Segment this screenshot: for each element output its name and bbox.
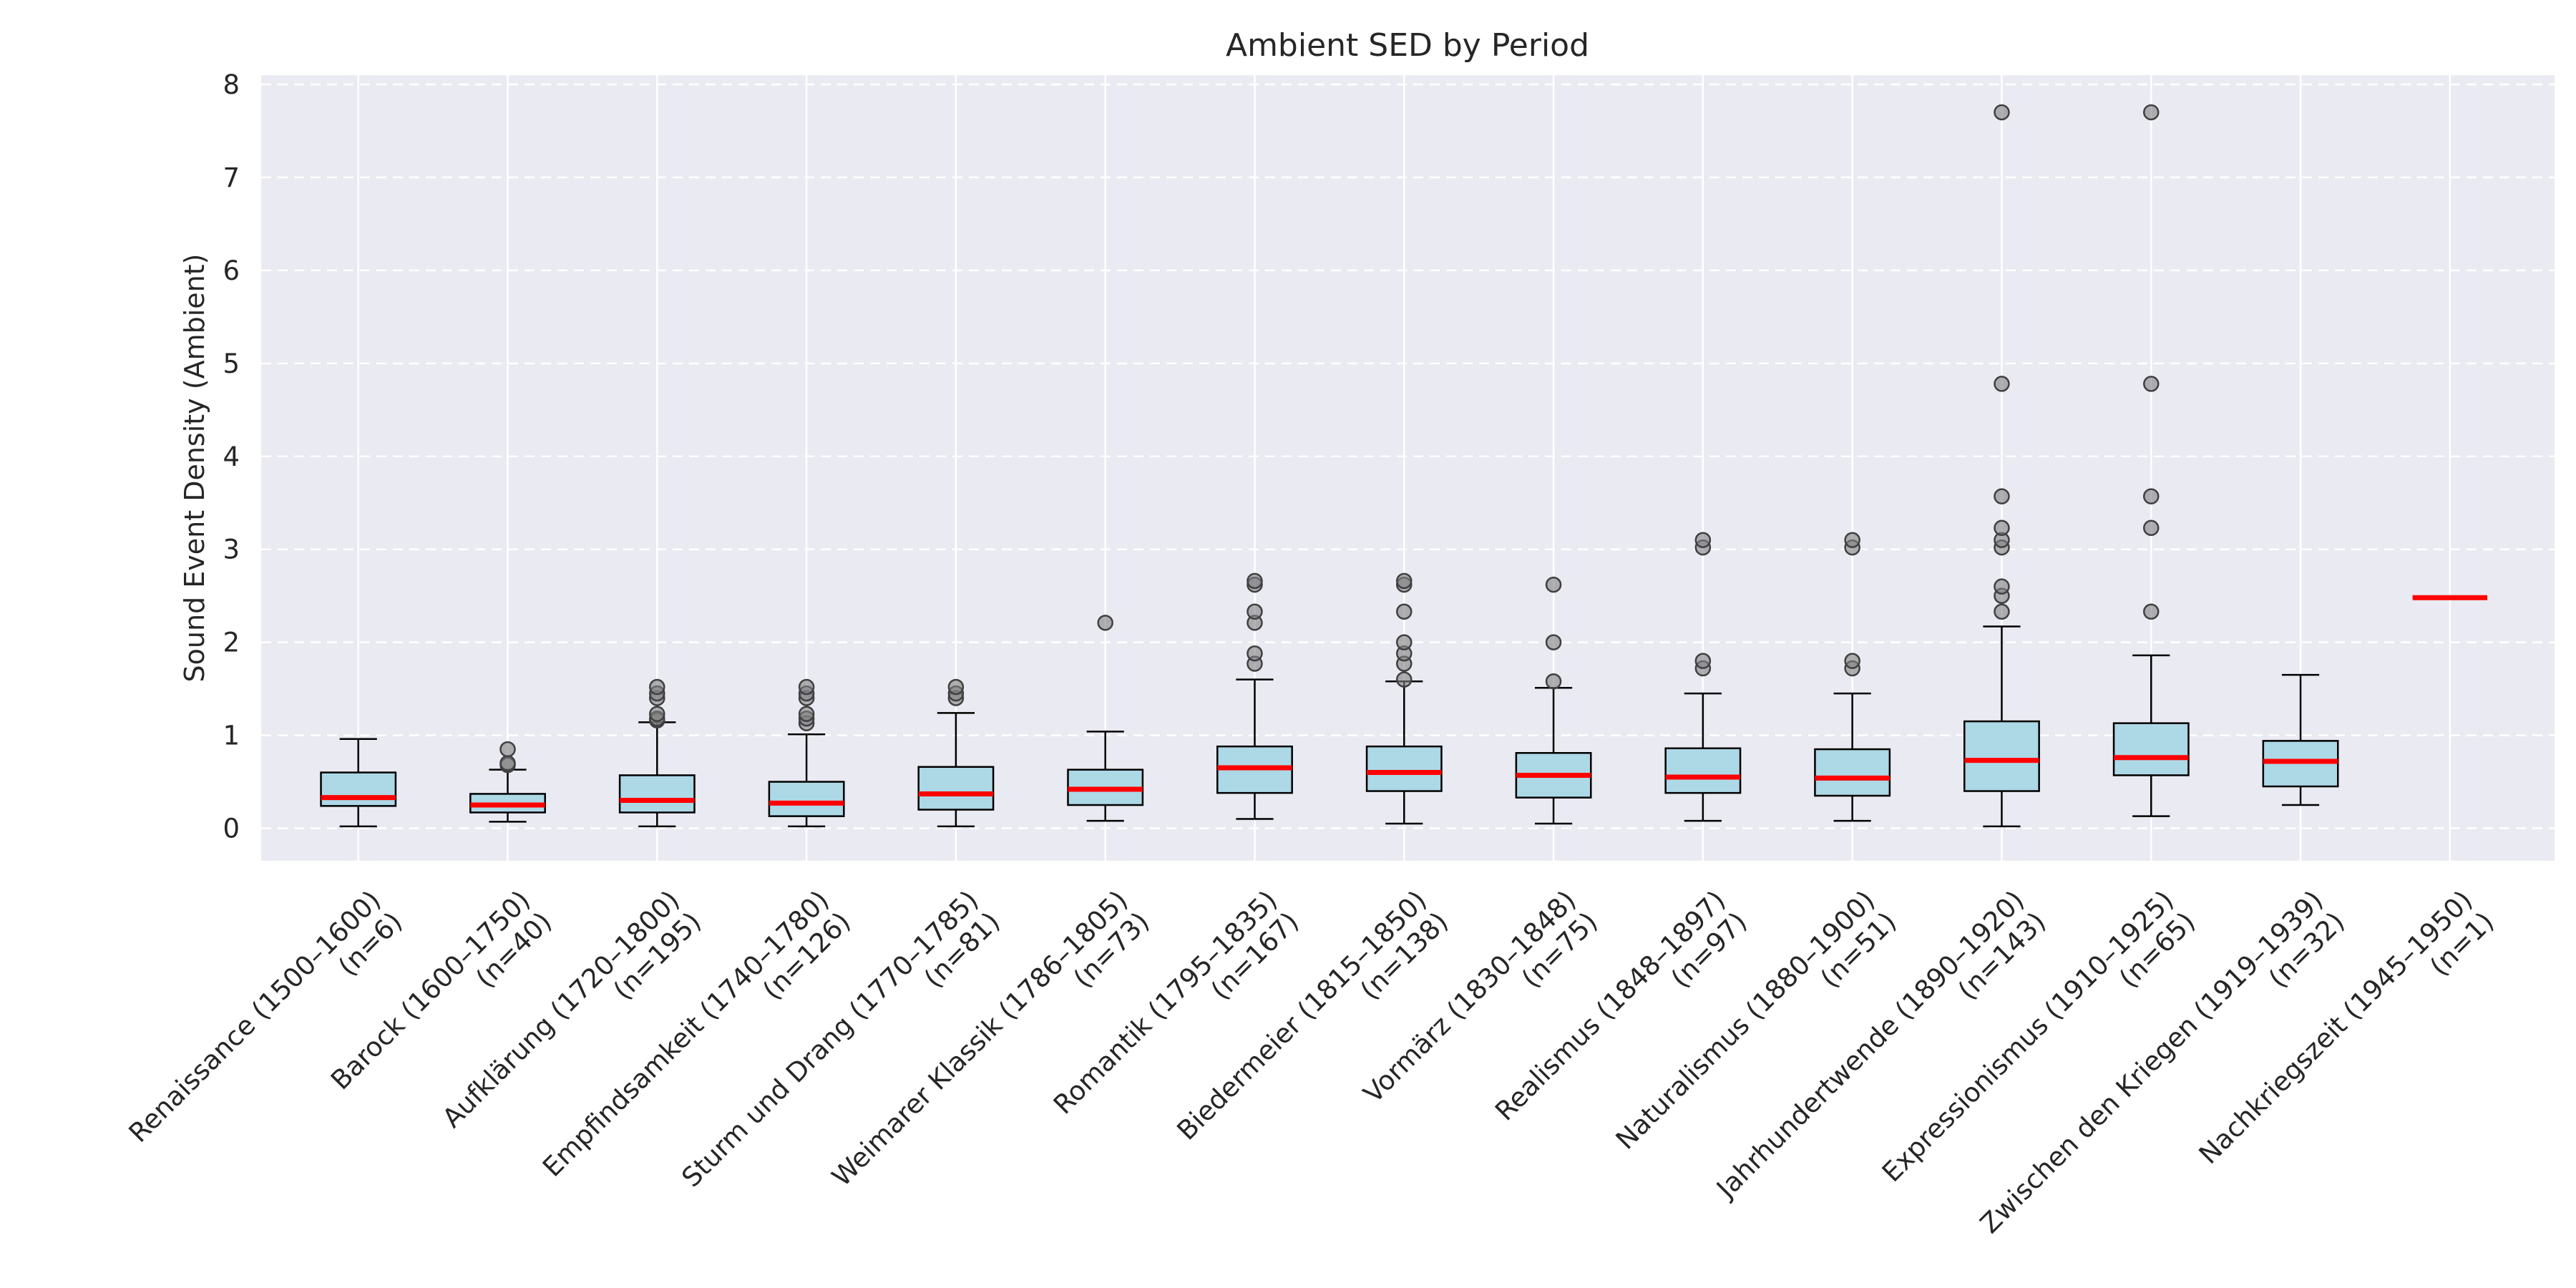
outlier-point — [1994, 376, 2010, 392]
outlier-point — [1694, 653, 1712, 669]
y-axis-ticks: 0 1 2 3 4 5 6 7 8 — [223, 69, 240, 844]
outlier-point — [499, 755, 516, 771]
outlier-point — [2143, 603, 2160, 620]
outlier-point — [1994, 603, 2010, 620]
y-tick-label: 0 — [223, 814, 240, 844]
box-group — [469, 741, 546, 823]
outlier-point — [798, 678, 815, 696]
outlier-point — [798, 706, 815, 722]
iqr-box — [1814, 748, 1891, 797]
chart-title: Ambient SED by Period — [1226, 27, 1589, 64]
outlier-point — [1246, 603, 1263, 620]
outlier-point — [1396, 603, 1413, 620]
box-group — [768, 678, 845, 828]
box-group — [1814, 532, 1891, 822]
y-tick-label: 3 — [223, 535, 240, 565]
outlier-point — [1994, 104, 2010, 121]
box-group — [917, 678, 995, 828]
outlier-point — [1396, 671, 1413, 688]
outlier-point — [1396, 572, 1413, 590]
plot-area — [261, 75, 2555, 861]
y-tick-label: 6 — [223, 255, 240, 286]
box-group — [2112, 104, 2190, 817]
outlier-point — [947, 678, 965, 696]
outlier-point — [1545, 576, 1562, 593]
box-group — [1664, 532, 1742, 822]
iqr-box — [1365, 745, 1443, 792]
y-tick-label: 7 — [223, 162, 240, 193]
outlier-point — [1246, 572, 1263, 590]
iqr-box — [768, 781, 845, 817]
outlier-point — [2143, 488, 2160, 504]
outlier-point — [1396, 634, 1413, 650]
iqr-box — [1963, 720, 2040, 792]
y-tick-label: 2 — [223, 628, 240, 658]
box-group — [2262, 673, 2339, 806]
outlier-point — [1994, 578, 2010, 595]
outlier-point — [2143, 376, 2160, 392]
box-group — [320, 738, 397, 828]
outlier-point — [2143, 104, 2160, 121]
outlier-point — [499, 741, 516, 758]
outlier-point — [1694, 532, 1712, 548]
outlier-point — [1545, 634, 1562, 650]
box-group — [1365, 572, 1443, 825]
outlier-point — [1994, 519, 2010, 537]
box-group — [1963, 104, 2040, 828]
outlier-point — [1844, 532, 1860, 548]
outlier-point — [1844, 653, 1860, 669]
outlier-point — [1994, 488, 2010, 504]
y-tick-label: 5 — [223, 348, 240, 379]
box-series — [320, 104, 2488, 828]
box-group — [1216, 572, 1293, 820]
outlier-point — [2143, 519, 2160, 537]
y-tick-label: 8 — [223, 69, 240, 100]
iqr-box — [917, 766, 995, 811]
outlier-point — [1545, 673, 1562, 690]
box-group — [618, 678, 696, 828]
y-axis-label: Sound Event Density (Ambient) — [179, 254, 210, 683]
box-group — [1515, 576, 1592, 825]
y-tick-label: 4 — [223, 441, 240, 472]
outlier-point — [1097, 615, 1113, 631]
outlier-point — [649, 678, 665, 696]
iqr-box — [2112, 722, 2190, 776]
outlier-point — [1246, 645, 1263, 662]
outlier-point — [649, 706, 665, 722]
iqr-box — [320, 771, 397, 807]
iqr-box — [618, 774, 696, 814]
iqr-box — [1664, 747, 1742, 794]
y-tick-label: 1 — [223, 721, 240, 751]
box-group — [1067, 615, 1144, 822]
